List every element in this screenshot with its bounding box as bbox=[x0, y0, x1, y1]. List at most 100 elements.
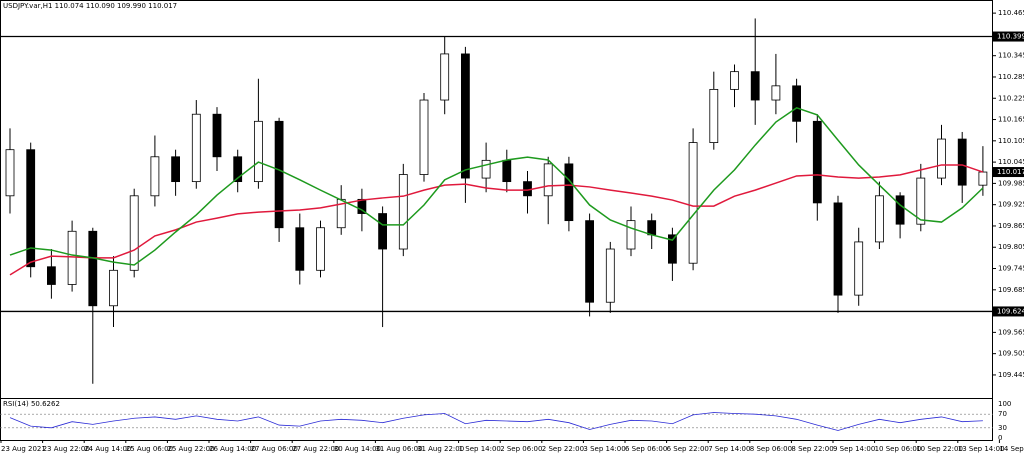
candle-body bbox=[833, 202, 843, 296]
indicator-tick-label: 70 bbox=[998, 410, 1007, 418]
candle-body bbox=[233, 156, 243, 183]
level-label-box bbox=[993, 31, 1024, 42]
indicator-tick-label: 100 bbox=[998, 400, 1011, 408]
rsi-line bbox=[9, 412, 983, 431]
candle-body bbox=[67, 230, 77, 285]
x-tick-label: 2 Sep 22:00 bbox=[542, 445, 584, 453]
candle-body bbox=[109, 269, 118, 307]
x-tick-label: 6 Sep 22:00 bbox=[667, 445, 709, 453]
y-tick-label: 109.685 bbox=[998, 286, 1024, 294]
candle-body bbox=[129, 195, 139, 271]
x-tick-label: 23 Aug 2021 bbox=[1, 445, 46, 453]
y-tick-label: 110.345 bbox=[998, 52, 1024, 60]
candle-body bbox=[274, 120, 284, 229]
x-tick-label: 24 Aug 14:00 bbox=[84, 445, 131, 453]
y-tick-label: 109.745 bbox=[998, 265, 1024, 273]
moving-average bbox=[9, 164, 984, 276]
x-tick-label: 25 Aug 22:00 bbox=[167, 445, 214, 453]
candle-body bbox=[523, 181, 532, 197]
y-tick-label: 109.805 bbox=[998, 243, 1024, 251]
indicator-tick-label: 0 bbox=[998, 434, 1002, 442]
indicator-tick-label: 30 bbox=[998, 424, 1007, 432]
y-tick-label: 109.565 bbox=[998, 328, 1024, 336]
x-tick-label: 13 Sep 14:00 bbox=[958, 445, 1005, 453]
x-tick-label: 30 Aug 14:00 bbox=[334, 445, 381, 453]
indicator-title: RSI(14) 50.6262 bbox=[3, 400, 60, 408]
x-tick-label: 3 Sep 14:00 bbox=[583, 445, 625, 453]
moving-average bbox=[9, 107, 984, 266]
candle-body bbox=[978, 171, 988, 186]
candle-body bbox=[688, 142, 698, 264]
candle-body bbox=[937, 138, 946, 179]
candle-body bbox=[171, 156, 181, 183]
candle-body bbox=[481, 159, 491, 179]
x-tick-label: 10 Sep 22:00 bbox=[916, 445, 963, 453]
candle-body bbox=[605, 248, 615, 303]
candle-body bbox=[730, 71, 739, 90]
y-tick-label: 110.465 bbox=[998, 9, 1024, 17]
candle-body bbox=[957, 138, 967, 186]
candle-body bbox=[460, 53, 470, 179]
y-tick-label: 109.445 bbox=[998, 371, 1024, 379]
x-tick-label: 14 Sep 06:00 bbox=[999, 445, 1024, 453]
candle-body bbox=[5, 149, 15, 197]
candle-body bbox=[419, 99, 429, 175]
candle-body bbox=[875, 195, 884, 243]
x-tick-label: 9 Sep 14:00 bbox=[833, 445, 875, 453]
candle-body bbox=[854, 241, 864, 296]
candle-body bbox=[398, 174, 408, 250]
candle-body bbox=[295, 227, 305, 271]
candle-body bbox=[647, 220, 657, 236]
x-tick-label: 26 Aug 14:00 bbox=[209, 445, 256, 453]
main-frame bbox=[0, 0, 993, 399]
y-tick-label: 110.105 bbox=[998, 137, 1024, 145]
candle-body bbox=[440, 53, 450, 101]
x-tick-label: 31 Aug 22:00 bbox=[417, 445, 464, 453]
level-label-box bbox=[993, 306, 1024, 317]
y-tick-label: 110.045 bbox=[998, 158, 1024, 166]
y-tick-label: 109.985 bbox=[998, 179, 1024, 187]
x-tick-label: 27 Aug 06:00 bbox=[251, 445, 298, 453]
candle-body bbox=[543, 163, 553, 197]
candle-body bbox=[709, 88, 719, 143]
candle-body bbox=[585, 220, 594, 303]
candle-body bbox=[771, 85, 781, 101]
level-label: 110.399 bbox=[997, 33, 1024, 41]
symbol-title: USDJPY.var,H1 110.074 110.090 109.990 11… bbox=[3, 2, 177, 10]
candle-body bbox=[750, 71, 760, 101]
current-price-label: 110.017 bbox=[997, 168, 1024, 176]
x-tick-label: 1 Sep 14:00 bbox=[459, 445, 501, 453]
candle-body bbox=[316, 227, 325, 271]
x-tick-label: 25 Aug 06:00 bbox=[126, 445, 173, 453]
candle-body bbox=[668, 234, 677, 264]
x-tick-label: 6 Sep 06:00 bbox=[625, 445, 667, 453]
x-tick-label: 8 Sep 22:00 bbox=[791, 445, 833, 453]
candle-body bbox=[150, 156, 160, 197]
current-price-box bbox=[993, 167, 1024, 178]
x-tick-label: 7 Sep 14:00 bbox=[708, 445, 750, 453]
x-tick-label: 10 Sep 06:00 bbox=[875, 445, 922, 453]
candle-body bbox=[88, 230, 98, 307]
candle-body bbox=[191, 113, 201, 183]
y-tick-label: 109.925 bbox=[998, 201, 1024, 209]
candle-body bbox=[502, 159, 512, 183]
y-tick-label: 110.225 bbox=[998, 94, 1024, 102]
x-tick-label: 31 Aug 06:00 bbox=[375, 445, 422, 453]
candle-body bbox=[626, 220, 636, 250]
y-tick-label: 109.505 bbox=[998, 350, 1024, 358]
candle-body bbox=[212, 113, 222, 158]
y-tick-label: 110.165 bbox=[998, 116, 1024, 124]
candle-body bbox=[916, 177, 926, 225]
candle-body bbox=[253, 120, 263, 183]
y-tick-label: 109.865 bbox=[998, 222, 1024, 230]
candle-body bbox=[792, 85, 801, 122]
candle-body bbox=[378, 213, 388, 250]
candle-body bbox=[812, 120, 822, 204]
candle-body bbox=[895, 195, 905, 225]
candle-body bbox=[564, 163, 574, 222]
level-label: 109.624 bbox=[997, 307, 1024, 315]
x-tick-label: 27 Aug 22:00 bbox=[292, 445, 339, 453]
x-tick-label: 2 Sep 06:00 bbox=[500, 445, 542, 453]
candle-body bbox=[47, 266, 56, 285]
